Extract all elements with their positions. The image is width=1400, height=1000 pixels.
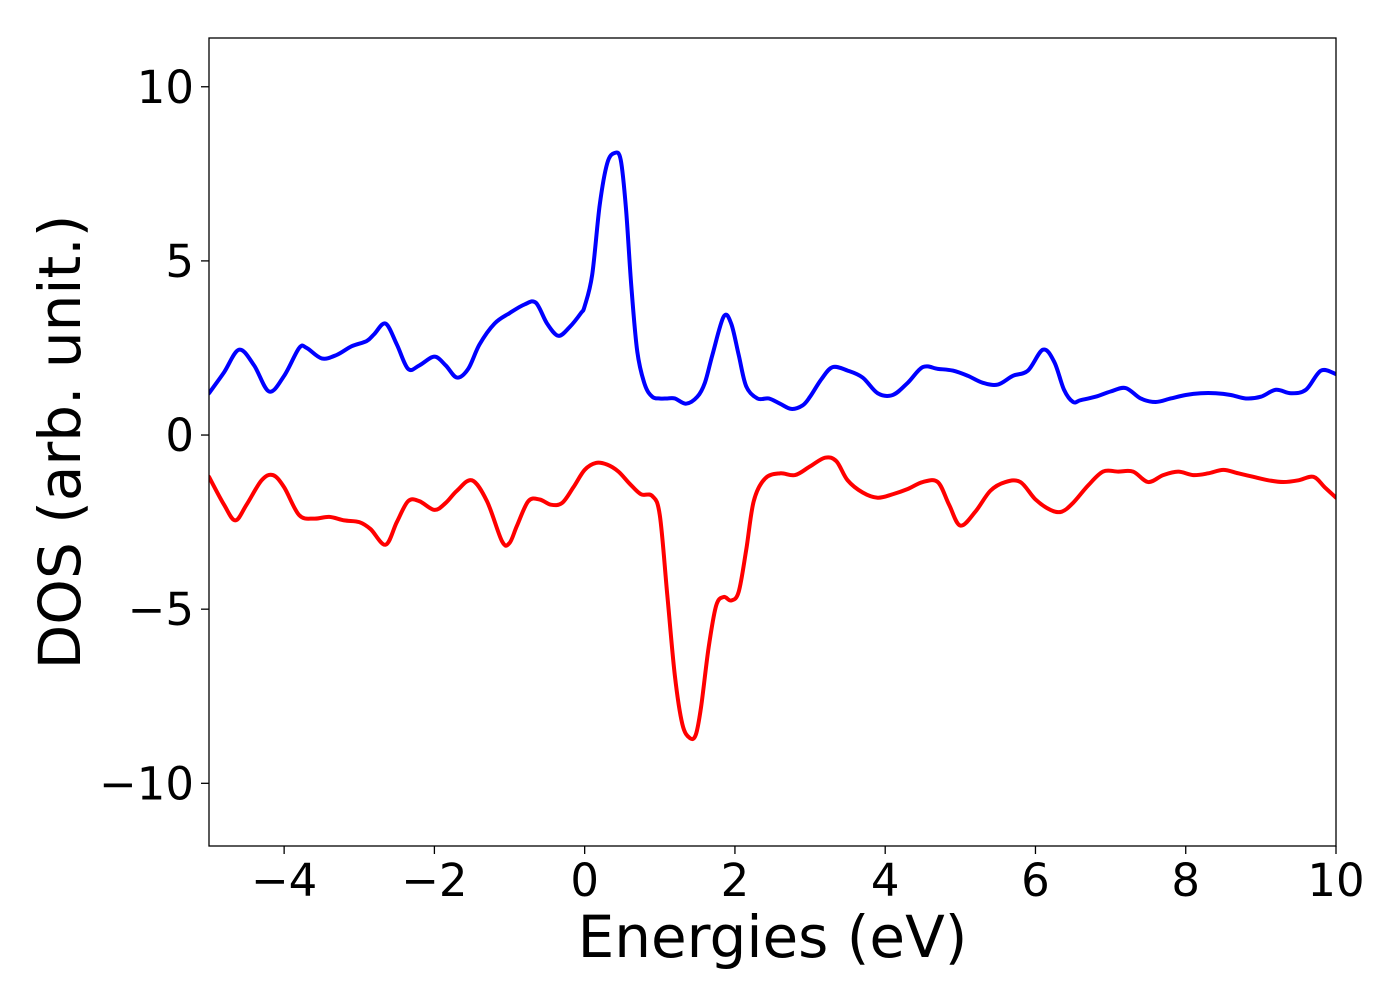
- y-axis-label: DOS (arb. unit.): [26, 215, 94, 670]
- y-tick-label: −10: [99, 757, 194, 810]
- spin-down-dos-line: [209, 455, 1336, 742]
- y-tick-label: 10: [137, 61, 194, 114]
- y-tick-label: 0: [165, 409, 194, 462]
- y-tick-label: −5: [128, 583, 194, 636]
- series-layer: [209, 150, 1336, 742]
- x-tick-label: −2: [401, 854, 467, 907]
- x-tick-label: 2: [721, 854, 750, 907]
- x-tick-label: 6: [1021, 854, 1050, 907]
- x-tick-label: 10: [1307, 854, 1364, 907]
- x-tick-label: 0: [570, 854, 599, 907]
- x-tick-label: 4: [871, 854, 900, 907]
- plot-frame: [208, 37, 1337, 847]
- spin-up-dos-line: [209, 150, 1336, 411]
- y-tick-label: 5: [165, 235, 194, 288]
- x-tick-label: 8: [1171, 854, 1200, 907]
- x-tick-label: −4: [251, 854, 317, 907]
- y-axis: 10 5 0 −5 −10: [99, 61, 209, 810]
- x-axis: −4 −2 0 2 4 6 8 10: [251, 846, 1365, 907]
- x-axis-label: Energies (eV): [578, 903, 968, 971]
